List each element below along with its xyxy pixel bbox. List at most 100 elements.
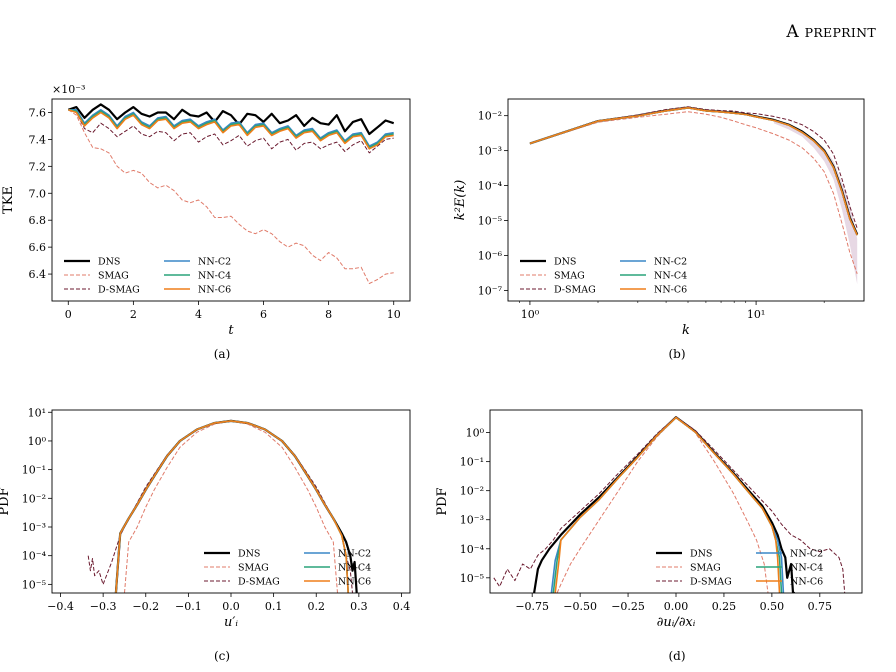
x-tick-label: 0.75 [808,600,833,613]
panel-caption: (a) [214,347,231,361]
y-axis-label: PDF [435,487,450,515]
y-tick-label: 10⁻⁴ [460,543,485,556]
legend-label-d-smag: D-SMAG [238,577,280,588]
legend-label-nn-c4: NN-C4 [654,271,687,282]
y-tick-label: 10⁻³ [460,514,484,527]
x-tick-label: 0.3 [350,600,368,613]
y-axis-label: PDF [0,487,12,515]
y-tick-label: 10⁻⁵ [478,215,502,228]
running-header: A PREPRINT [786,22,876,42]
legend-label-smag: SMAG [238,563,269,574]
x-tick-label: −0.75 [515,600,549,613]
legend-label-nn-c2: NN-C2 [790,549,823,560]
legend-label-nn-c4: NN-C4 [790,563,823,574]
y-tick-label: 7.6 [29,106,47,119]
y-tick-label: 10⁻² [460,485,484,498]
y-tick-label: 10⁻¹ [460,456,484,469]
legend-label-nn-c6: NN-C6 [790,577,823,588]
y-tick-label: 10⁻⁴ [478,180,503,193]
x-tick-label: 0 [65,308,72,321]
legend-label-d-smag: D-SMAG [98,285,140,296]
y-tick-label: 10⁻² [22,492,46,505]
x-axis-label: t [228,323,234,338]
y-tick-label: 10⁰ [466,427,485,440]
x-tick-label: −0.3 [90,600,117,613]
panel-b-spectrum: 10⁰ 10¹ 10⁻⁷ 10⁻⁶ 10⁻⁵ 10⁻⁴ 10⁻³ 10⁻² k k²E(k) (b)… [453,98,865,361]
x-tick-label: 0.2 [307,600,325,613]
y-tick-label: 10⁻⁵ [22,578,46,591]
x-tick-label: 0.50 [760,600,785,613]
series-nn-c2 [68,109,394,147]
x-tick-label: 0.1 [265,600,283,613]
x-tick-label: −0.1 [175,600,202,613]
y-tick-label: 10⁻⁶ [478,250,503,263]
legend-label-nn-c2: NN-C2 [654,257,687,268]
x-tick-label: 10¹ [747,308,765,321]
y-tick-label: 7.0 [29,187,47,200]
y-axis-label: k²E(k) [453,180,468,221]
x-tick-label: 10 [387,308,401,321]
panel-c-velocity-pdf: −0.4 −0.3 −0.2 −0.1 0.0 0.1 0.2 0.3 0.4 10⁻⁵ 10⁻⁴ 1… [0,406,411,663]
x-tick-label: 2 [130,308,137,321]
x-tick-label: −0.4 [47,600,74,613]
header-cap: A [786,22,799,42]
y-tick-label: 10⁻² [478,110,502,123]
y-axis-label: TKE [1,186,16,214]
series-smag [68,109,394,284]
series-d-smag [68,109,394,154]
legend-label-nn-c6: NN-C6 [338,577,371,588]
series-nn-c6 [554,416,781,593]
x-tick-label: 0.00 [664,600,689,613]
y-tick-label: 10⁻⁵ [460,572,484,585]
y-tick-label: 6.8 [29,214,47,227]
y-tick-label: 10⁻⁷ [478,284,503,297]
uncertainty-band [774,119,858,285]
series-nn-c4 [68,109,394,149]
y-tick-label: 10⁻⁴ [22,550,47,563]
y-tick-label: 7.4 [29,133,47,146]
legend-label-smag: SMAG [690,563,721,574]
legend-label-nn-c6: NN-C6 [198,285,231,296]
header-rest: PREPRINT [804,25,876,40]
legend-label-nn-c2: NN-C2 [338,549,371,560]
legend-label-nn-c4: NN-C4 [338,563,371,574]
y-tick-label: 7.2 [29,160,47,173]
series-nn-c6 [68,109,394,150]
y-tick-label: 10⁻³ [478,145,502,158]
y-tick-label: 10⁰ [28,435,47,448]
x-tick-label: 6 [260,308,267,321]
x-axis-label: k [682,323,690,338]
panel-caption: (b) [668,347,685,361]
x-tick-label: 4 [195,308,202,321]
x-tick-label: −0.25 [611,600,645,613]
legend-label-smag: SMAG [98,271,129,282]
legend-label-nn-c6: NN-C6 [654,285,687,296]
series-d-smag [493,416,846,593]
legend-label-dns: DNS [690,549,712,560]
panel-caption: (d) [668,649,685,663]
x-tick-label: 0.4 [393,600,411,613]
series-smag [529,111,858,274]
y-tick-label: 6.4 [29,268,47,281]
x-tick-label: 0.25 [712,600,737,613]
axes-frame [51,98,411,302]
x-tick-label: −0.50 [563,600,597,613]
legend-label-nn-c4: NN-C4 [198,271,231,282]
x-tick-label: 0.0 [222,600,240,613]
panel-d-divergence-pdf: −0.75 −0.50 −0.25 0.00 0.25 0.50 0.75 10⁻⁵ 10⁻⁴ 1… [435,409,863,663]
legend-label-nn-c2: NN-C2 [198,257,231,268]
legend-label-d-smag: D-SMAG [554,285,596,296]
legend-label-dns: DNS [98,257,120,268]
legend-label-d-smag: D-SMAG [690,577,732,588]
x-axis-label: ∂uᵢ/∂xᵢ [657,615,696,630]
series-dns [67,103,395,136]
series-nn-c6 [115,420,349,593]
x-axis-label: u′ᵢ [224,615,238,630]
y-tick-label: 10⁻³ [22,521,46,534]
axes-frame [507,98,865,302]
series-nn-c4 [552,416,783,593]
x-tick-label: 10⁰ [521,308,540,321]
series-d-smag [529,106,858,229]
panel-caption: (c) [214,649,230,663]
y-tick-label: 6.6 [29,241,47,254]
